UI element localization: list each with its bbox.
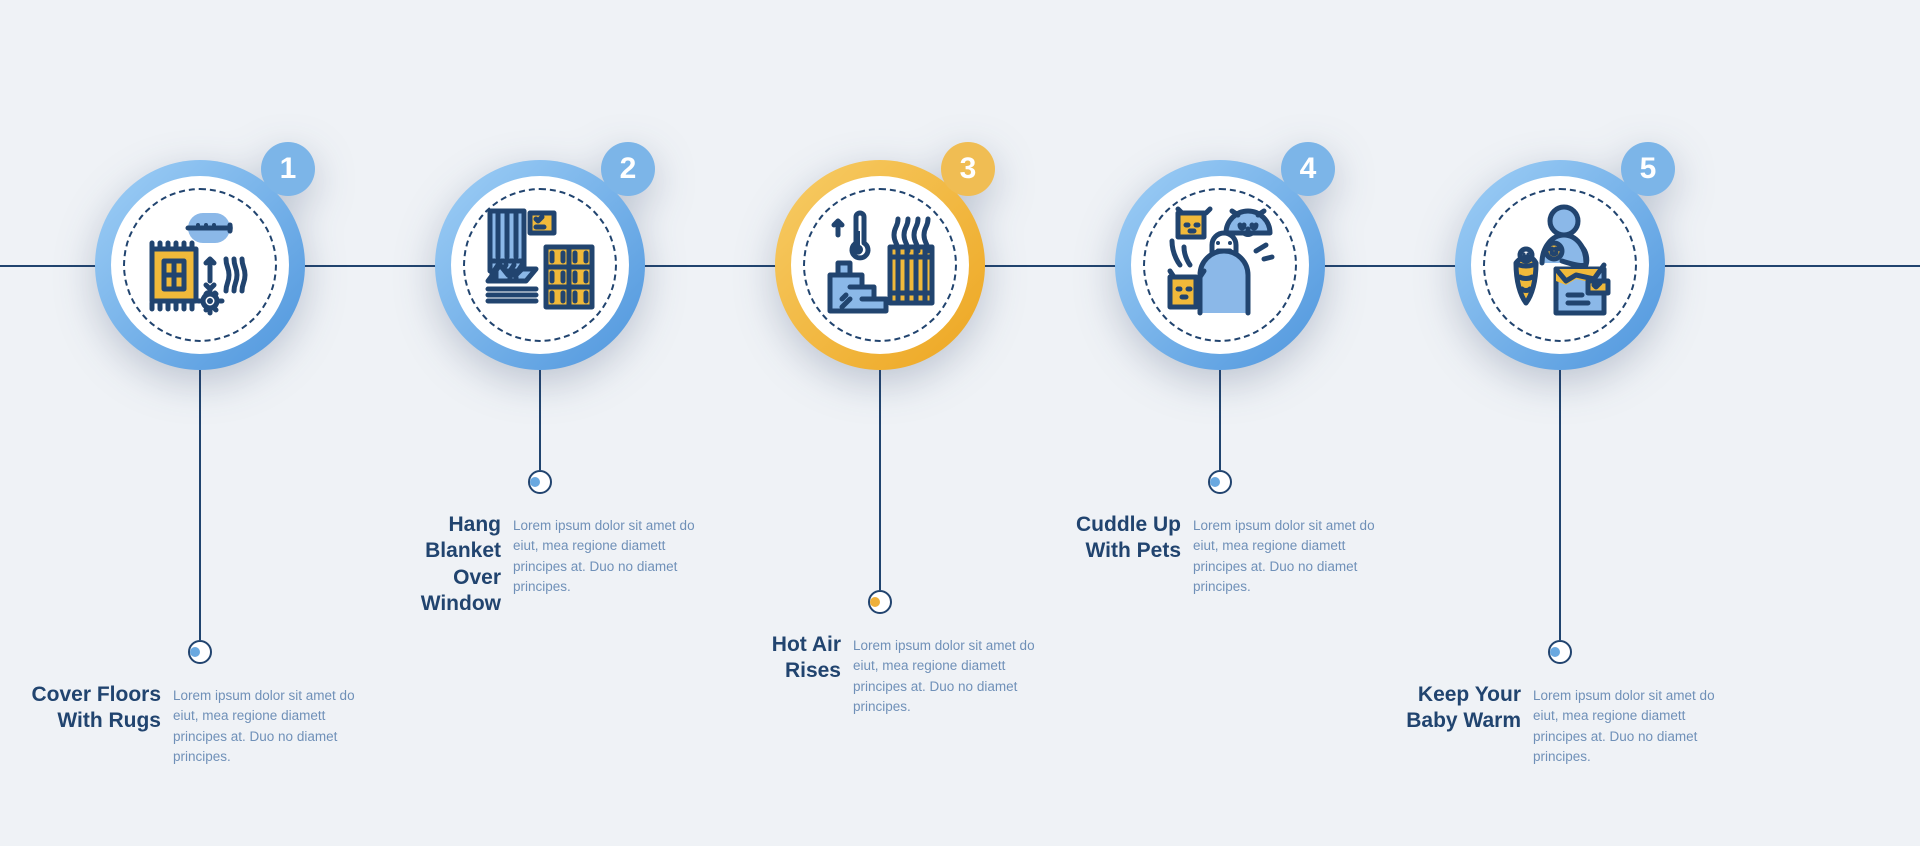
connector-stem	[1559, 370, 1561, 640]
step-number-badge: 4	[1281, 142, 1335, 196]
icon-inner	[111, 176, 289, 354]
dashed-ring	[1483, 188, 1637, 342]
dashed-ring	[463, 188, 617, 342]
item-body: Lorem ipsum dolor sit amet do eiut, mea …	[853, 632, 1049, 717]
icon-inner	[451, 176, 629, 354]
item-body: Lorem ipsum dolor sit amet do eiut, mea …	[513, 512, 709, 597]
icon-circle: 5	[1455, 160, 1665, 370]
item-title: Cover FloorsWith Rugs	[31, 682, 161, 735]
item-title: Hot AirRises	[711, 632, 841, 685]
connector-stem	[539, 370, 541, 470]
step-number-badge: 2	[601, 142, 655, 196]
connector-node	[1208, 470, 1232, 494]
item-title: Cuddle UpWith Pets	[1051, 512, 1181, 565]
text-block: Hang BlanketOver Window Lorem ipsum dolo…	[365, 512, 715, 617]
item-title: Hang BlanketOver Window	[371, 512, 501, 617]
text-block: Hot AirRises Lorem ipsum dolor sit amet …	[705, 632, 1055, 717]
connector-stem	[1219, 370, 1221, 470]
step-number-badge: 5	[1621, 142, 1675, 196]
icon-circle: 3	[775, 160, 985, 370]
item-body: Lorem ipsum dolor sit amet do eiut, mea …	[1533, 682, 1729, 767]
icon-inner	[1131, 176, 1309, 354]
item-body: Lorem ipsum dolor sit amet do eiut, mea …	[1193, 512, 1389, 597]
step-number-badge: 3	[941, 142, 995, 196]
connector-node	[188, 640, 212, 664]
icon-circle: 1	[95, 160, 305, 370]
text-block: Keep YourBaby Warm Lorem ipsum dolor sit…	[1385, 682, 1735, 767]
dashed-ring	[1143, 188, 1297, 342]
text-block: Cover FloorsWith Rugs Lorem ipsum dolor …	[25, 682, 375, 767]
info-item-4: 4 Cuddle UpWith Pets Lorem ipsum dolor s…	[1045, 160, 1395, 597]
connector-node	[528, 470, 552, 494]
text-block: Cuddle UpWith Pets Lorem ipsum dolor sit…	[1045, 512, 1395, 597]
icon-inner	[1471, 176, 1649, 354]
info-item-2: 2 Hang BlanketOver Window Lorem ipsum do…	[365, 160, 715, 617]
item-title: Keep YourBaby Warm	[1391, 682, 1521, 735]
connector-node	[868, 590, 892, 614]
info-item-5: 5 Keep YourBaby Warm Lorem ipsum dolor s…	[1385, 160, 1735, 767]
connector-node	[1548, 640, 1572, 664]
info-item-3: 3 Hot AirRises Lorem ipsum dolor sit ame…	[705, 160, 1055, 717]
icon-inner	[791, 176, 969, 354]
items-container: 1 Cover FloorsWith Rugs Lorem ipsum dolo…	[0, 0, 1920, 846]
icon-circle: 2	[435, 160, 645, 370]
icon-circle: 4	[1115, 160, 1325, 370]
step-number-badge: 1	[261, 142, 315, 196]
item-body: Lorem ipsum dolor sit amet do eiut, mea …	[173, 682, 369, 767]
connector-stem	[879, 370, 881, 590]
dashed-ring	[803, 188, 957, 342]
dashed-ring	[123, 188, 277, 342]
connector-stem	[199, 370, 201, 640]
info-item-1: 1 Cover FloorsWith Rugs Lorem ipsum dolo…	[25, 160, 375, 767]
